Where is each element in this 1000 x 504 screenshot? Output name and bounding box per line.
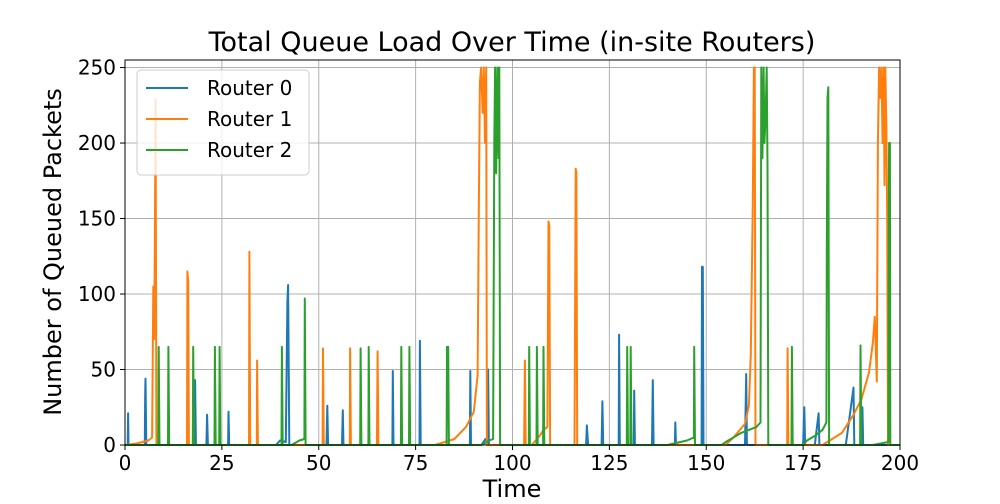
legend-label-router-0: Router 0 [207, 76, 292, 100]
x-tick-label: 50 [306, 451, 331, 475]
y-tick-label: 150 [78, 207, 116, 231]
series-line-router-1 [124, 66, 900, 446]
legend-label-router-2: Router 2 [207, 138, 292, 162]
y-tick-label: 200 [78, 131, 116, 155]
x-tick-label: 150 [687, 451, 725, 475]
legend: Router 0 Router 1 Router 2 [136, 69, 310, 176]
x-tick-label: 0 [119, 451, 132, 475]
legend-label-router-1: Router 1 [207, 107, 292, 131]
x-tick-label: 100 [493, 451, 531, 475]
x-tick-label: 25 [209, 451, 234, 475]
y-tick-label: 50 [91, 358, 116, 382]
y-tick-label: 250 [78, 56, 116, 80]
x-tick-label: 200 [881, 451, 919, 475]
x-tick-label: 75 [403, 451, 428, 475]
legend-box [136, 69, 310, 176]
x-tick-label: 175 [784, 451, 822, 475]
axis-ticks: 0 25 50 75 100 125 150 175 200 0 50 100 150 200 250 [78, 56, 919, 475]
y-axis-label: Number of Queued Packets [39, 88, 67, 416]
y-tick-label: 0 [103, 433, 116, 457]
chart-title: Total Queue Load Over Time (in-site Rout… [208, 27, 816, 58]
x-axis-label: Time [482, 475, 542, 500]
y-tick-label: 100 [78, 282, 116, 306]
x-tick-label: 125 [590, 451, 628, 475]
